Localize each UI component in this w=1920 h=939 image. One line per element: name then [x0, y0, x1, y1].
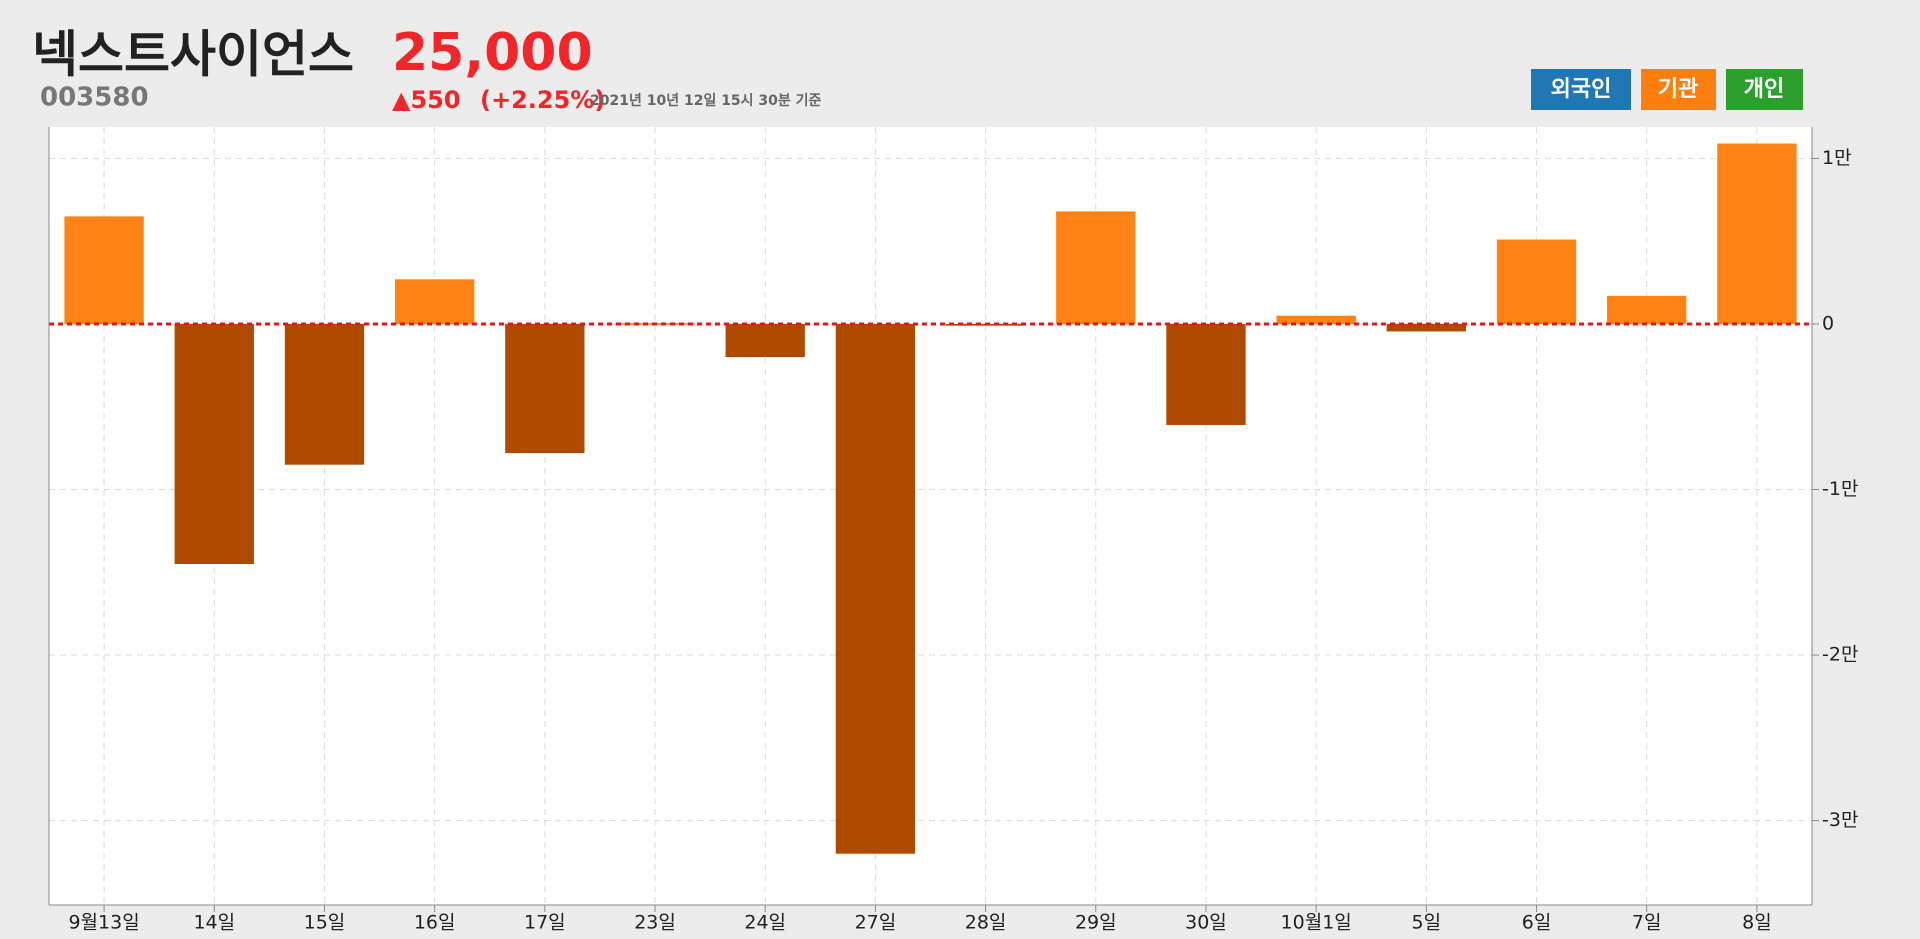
y-tick-label: 0 [1822, 312, 1834, 334]
bar [284, 323, 365, 465]
bar [64, 216, 144, 324]
button-bg[interactable] [1531, 69, 1631, 110]
bar [1607, 295, 1687, 324]
x-tick-label: 24일 [744, 912, 786, 934]
bar [1386, 323, 1467, 332]
button-label[interactable]: 개인 [1744, 77, 1784, 102]
button-label[interactable]: 외국인 [1551, 77, 1612, 102]
y-tick-label: -2만 [1822, 644, 1858, 666]
x-tick-label: 7일 [1632, 912, 1662, 934]
x-tick-label: 15일 [304, 912, 346, 934]
button-bg[interactable] [1641, 69, 1716, 110]
change: ▲550 [392, 86, 461, 114]
bar [394, 279, 475, 324]
x-tick-label: 16일 [414, 912, 456, 934]
x-tick-label: 17일 [524, 912, 566, 934]
button-label[interactable]: 기관 [1658, 77, 1698, 102]
button[interactable]: 개인 [1726, 69, 1803, 110]
bar [1056, 211, 1136, 324]
change-pct: (+2.25%) [480, 86, 605, 114]
timestamp: 2021년 10년 12일 15시 30분 기준 [590, 93, 822, 109]
bar [1496, 239, 1577, 324]
x-tick-label: 23일 [634, 912, 676, 934]
x-tick-label: 9월13일 [68, 912, 139, 934]
button[interactable]: 외국인 [1531, 69, 1631, 110]
bar [1166, 323, 1246, 425]
y-tick-label: -3만 [1822, 809, 1858, 831]
x-tick-label: 30일 [1185, 912, 1227, 934]
y-tick-label: -1만 [1822, 478, 1858, 500]
bar [1717, 143, 1797, 324]
x-tick-label: 8일 [1742, 912, 1772, 934]
bar [1276, 315, 1356, 324]
bar [174, 323, 254, 565]
price: 25,000 [392, 23, 593, 83]
button[interactable]: 기관 [1641, 69, 1716, 110]
bar [725, 323, 805, 358]
stock-code: 003580 [40, 83, 149, 113]
button-bg[interactable] [1726, 69, 1803, 110]
bar [505, 323, 585, 454]
y-tick-label: 1만 [1822, 147, 1852, 169]
x-tick-label: 6일 [1522, 912, 1552, 934]
bar [835, 323, 916, 854]
x-tick-label: 27일 [855, 912, 897, 934]
stock-name: 넥스트사이언스 [32, 26, 354, 84]
x-tick-label: 14일 [193, 912, 235, 934]
x-tick-label: 29일 [1075, 912, 1117, 934]
x-tick-label: 28일 [965, 912, 1007, 934]
x-tick-label: 10월1일 [1281, 912, 1352, 934]
x-tick-label: 5일 [1412, 912, 1442, 934]
